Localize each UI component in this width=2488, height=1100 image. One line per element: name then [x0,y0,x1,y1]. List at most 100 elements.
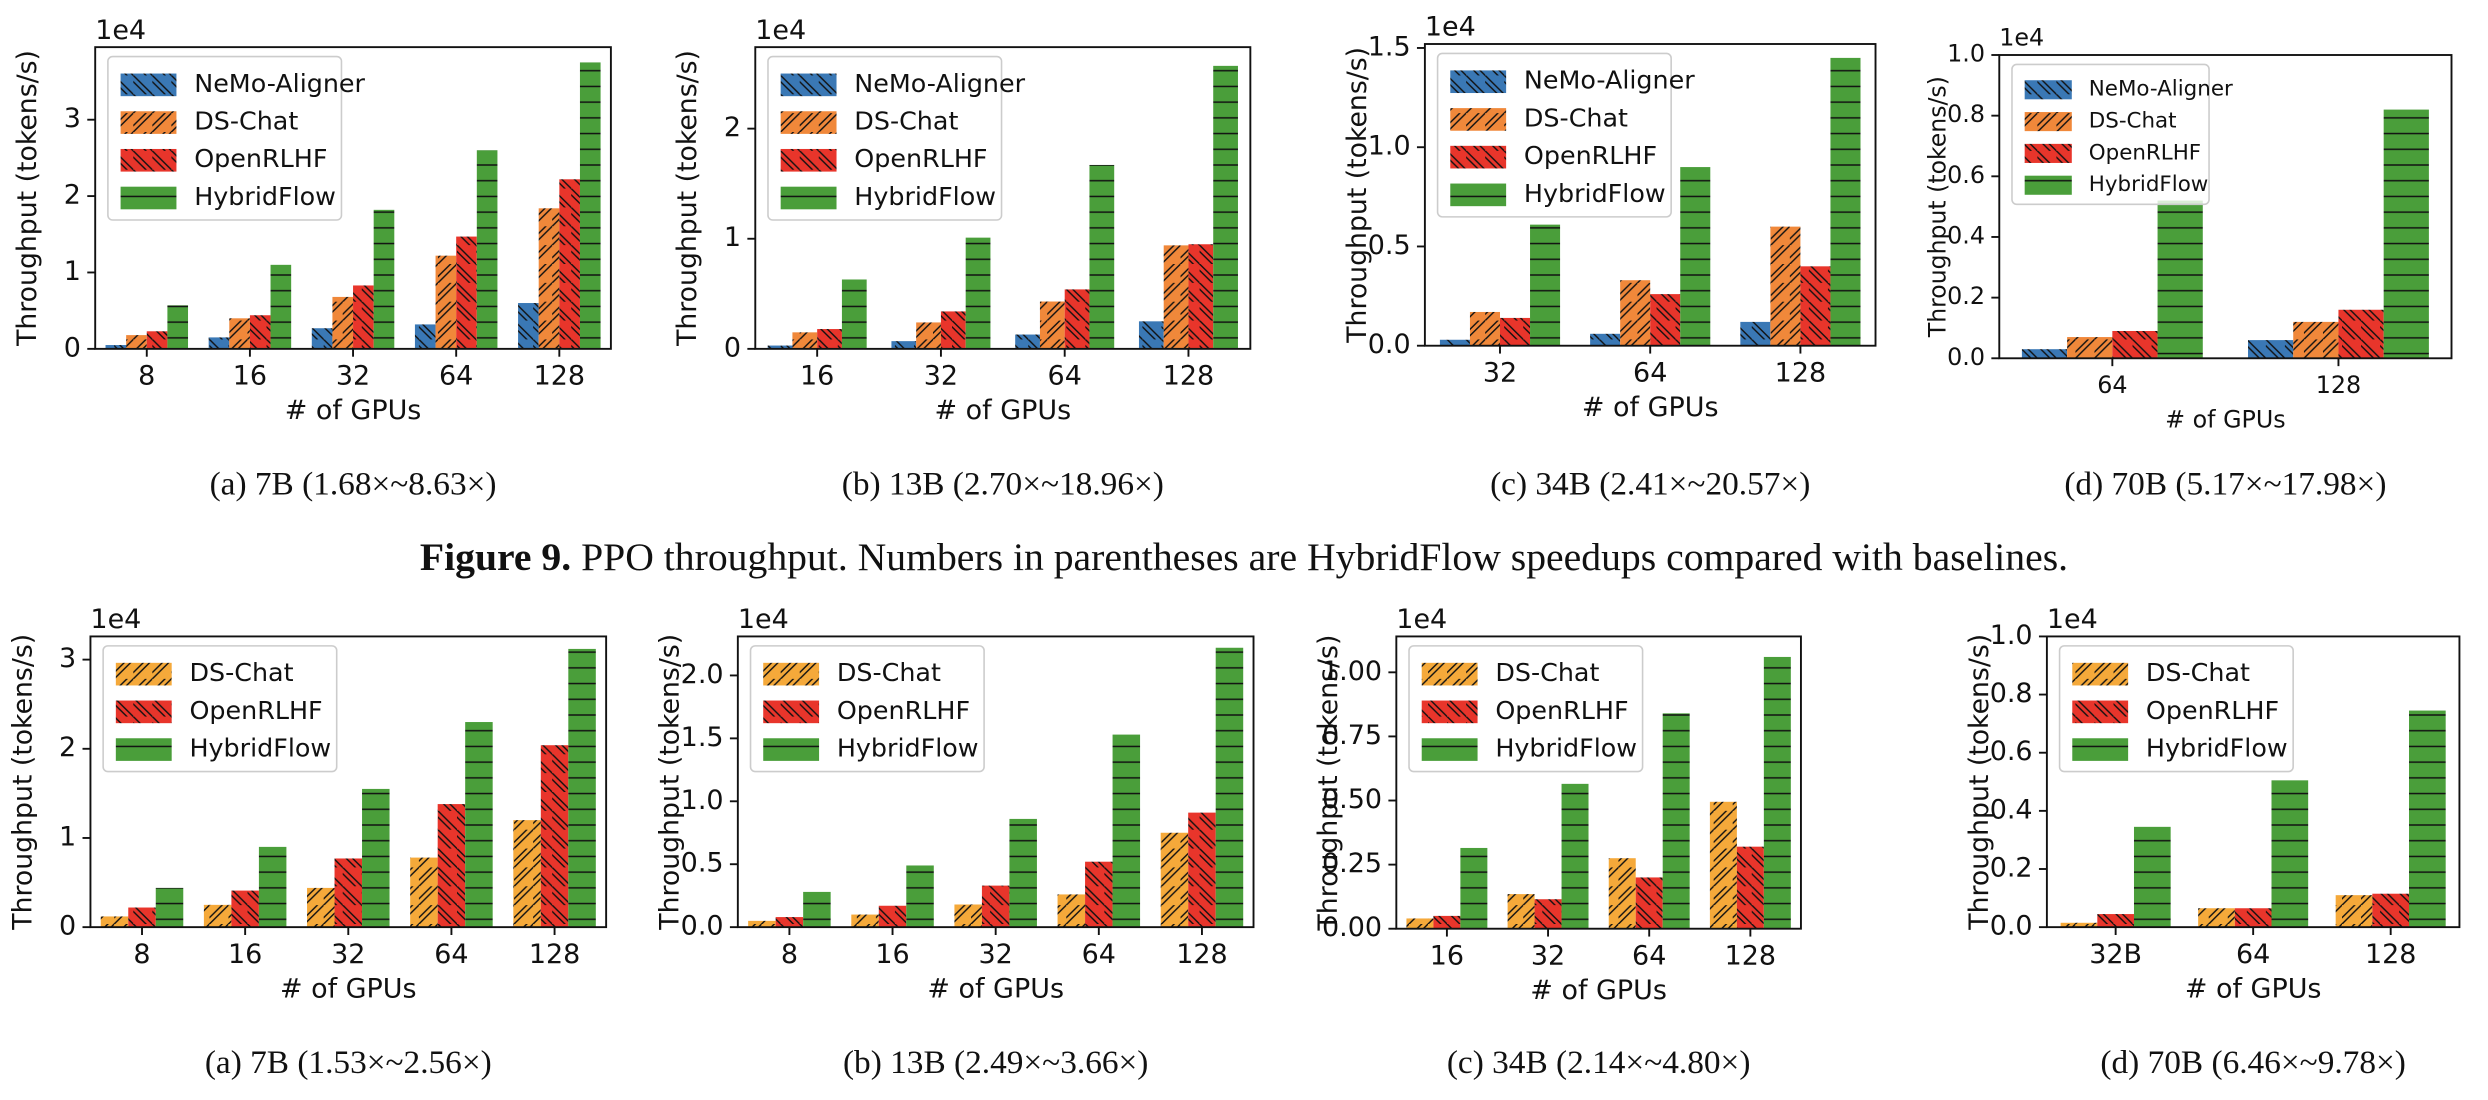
bar [307,887,335,928]
bar [1499,317,1531,346]
offset-label: 1e4 [1396,604,1447,635]
x-tick-label: 128 [1163,361,1214,392]
offset-label: 1e4 [755,15,806,46]
legend-swatch [780,73,837,97]
x-tick-label: 32 [979,939,1013,970]
offset-label: 1e4 [1425,12,1476,43]
legend-swatch [1450,108,1507,131]
legend-swatch [763,662,820,686]
bar [559,179,580,349]
subcaption: (a) 7B (1.68×~8.63×) [210,466,497,503]
x-tick-label: 128 [1775,358,1826,389]
bar [1561,783,1589,929]
bar [435,255,457,349]
x-axis-label: # of GPUs [2185,974,2322,1005]
bar [476,150,498,349]
offset-label: 1e4 [738,604,789,635]
bar [2383,109,2429,359]
axes-frame [1998,54,2453,360]
y-tick-label: 0.25 [1322,848,1382,879]
bar [748,920,776,928]
bar [878,905,907,928]
legend-label: HybridFlow [1524,179,1666,208]
x-tick-label: 8 [781,939,798,970]
y-tick-label: 1.0 [1368,131,1411,162]
x-tick-label: 64 [1633,358,1667,389]
bar [775,917,804,928]
bar [851,914,879,928]
bar [1138,321,1164,349]
y-tick-label: 1.0 [1947,40,1985,68]
y-tick-label: 0.00 [1322,912,1382,943]
legend-label: DS-Chat [854,107,958,136]
bar [270,264,292,349]
bar [1530,224,1561,346]
bar [767,345,793,349]
y-tick-label: 0.0 [1947,343,1985,371]
x-tick-label: 128 [529,939,580,970]
legend-swatch [780,186,837,210]
bar [1089,164,1115,349]
bar [208,337,230,349]
y-tick-label: 0 [724,332,741,363]
y-tick-label: 0.0 [1990,911,2033,942]
y-tick-label: 0.4 [1990,794,2033,825]
bar [1830,57,1861,346]
x-tick-label: 128 [1176,939,1227,970]
legend-label: HybridFlow [837,734,979,763]
legend-swatch [763,700,820,724]
offset-label: 1e4 [95,15,146,46]
subcaption: (a) 7B (1.53×~2.56×) [205,1044,492,1081]
bar [1112,734,1141,928]
x-tick-label: 64 [1632,941,1666,972]
legend-label: OpenRLHF [2089,140,2201,165]
bar [229,318,250,349]
bar [2067,337,2113,359]
x-tick-label: 64 [1048,361,1082,392]
legend-label: HybridFlow [189,734,331,763]
subcaption: (d) 70B (5.17×~17.98×) [2064,466,2386,503]
bar [203,904,232,928]
bar [1763,656,1791,929]
y-tick-label: 0 [59,911,76,942]
bar [2060,922,2098,928]
bar [2372,893,2410,928]
bar [1085,861,1113,928]
x-tick-label: 16 [800,361,834,392]
legend-swatch [1421,662,1478,686]
bar [1188,812,1216,928]
y-axis-label: Throughput (tokens/s) [12,50,43,347]
subcaption: (c) 34B (2.41×~20.57×) [1490,466,1810,503]
bar [1507,894,1535,929]
legend-label: DS-Chat [837,658,941,687]
bar [954,904,982,928]
bar [311,328,333,349]
x-tick-label: 32 [331,939,365,970]
legend-swatch [115,662,172,686]
legend-swatch [115,700,172,724]
y-tick-label: 1.0 [681,785,724,816]
bar [1015,334,1040,349]
bar [1590,333,1621,346]
y-tick-label: 0.5 [1368,230,1411,261]
y-axis-label: Throughput (tokens/s) [7,634,38,931]
bar [1680,167,1711,346]
bar [332,296,354,349]
y-tick-label: 1 [59,822,76,853]
legend-box [1436,52,1672,218]
y-axis-label: Throughput (tokens/s) [1342,47,1373,344]
legend-label: OpenRLHF [1495,696,1628,725]
legend-swatch [2072,662,2129,686]
y-tick-label: 0.0 [681,911,724,942]
x-axis-label: # of GPUs [280,974,417,1005]
bar [2271,780,2309,928]
y-tick-label: 0.75 [1322,720,1382,751]
legend-label: DS-Chat [1524,104,1628,133]
y-tick-label: 0.2 [1947,282,1985,310]
x-tick-label: 128 [2316,371,2361,399]
bar [146,331,168,349]
x-tick-label: 16 [233,361,267,392]
y-tick-label: 1.0 [1990,620,2033,651]
bar [891,341,917,349]
y-tick-label: 0.8 [1947,100,1985,128]
